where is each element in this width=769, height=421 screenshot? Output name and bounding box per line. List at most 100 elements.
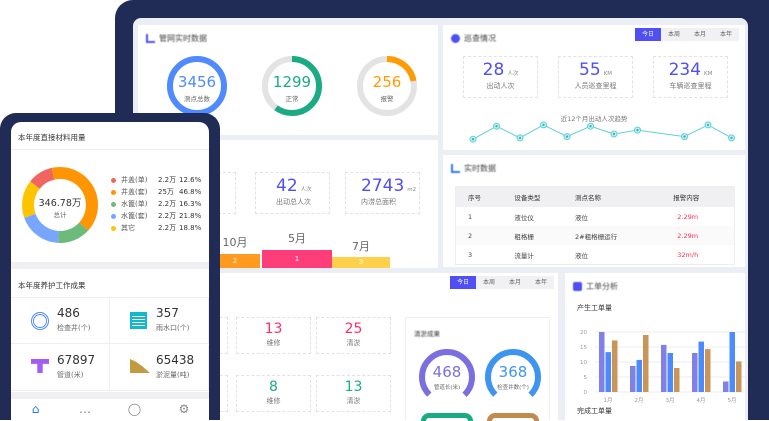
maint-cell[interactable]: 67897 管道(米) [11,345,110,391]
legend-item: 井盖(套) 25万 46.8% [111,186,201,198]
tab-1[interactable]: 本周 [476,276,502,289]
rank-bar: 2 [210,254,260,268]
x-tick-label: 3月 [666,397,675,404]
column-header: 测点名称 [575,187,674,207]
tab-3[interactable]: 本年 [528,276,554,289]
trend-line-chart [469,121,735,143]
maint-cell[interactable]: 357 雨水口(个) [110,298,209,344]
table-row[interactable]: 2 粗格栅 2#粗格栅运行 2.29m [456,226,734,245]
trend-point-core [518,136,522,140]
rank-month: 10月 [222,236,248,249]
user-icon[interactable]: ◯ [127,402,142,416]
gauge-label: 报警 [380,95,394,103]
gauge-value: 1299 [272,73,312,91]
tab-3[interactable]: 本年 [713,28,739,41]
stat-value-row: 2743 m2 [361,176,419,196]
stat-label: 出动人次 [486,82,515,90]
stat-label: 出动总人次 [276,198,311,206]
x-tick-label: 1月 [604,397,613,404]
patrol-stat: 234 KM 车辆巡查里程 [653,56,728,98]
trend-point-core [471,138,475,141]
maint-cell[interactable]: 65438 淤泥量(吨) [110,345,209,391]
table-row[interactable]: 3 流量计 液位 32m/h [456,245,734,264]
stat-unit: 人次 [300,187,312,193]
x-tick-label: 2月 [635,397,644,404]
dredge-result-card: 清淤成果 468 管道长(米) 368 检查井数(个) [405,317,550,421]
gauge-value: 256 [372,73,402,91]
chart-title: 产生工单量 [577,304,612,312]
legend-item: 水篦(套) 2.2万 21.8% [111,210,201,222]
trend-point-core [565,135,569,138]
stat-unit: 人次 [507,71,519,77]
legend-amount: 2.2万 [158,224,177,232]
rank-bar: 1 [262,250,332,268]
stat-value: 13 [264,321,283,337]
trend-point-core [495,125,498,128]
stat-value: 55 [579,60,601,80]
table-cell: 32m/h [677,250,699,259]
pipe-title: 管网实时数据 [159,34,207,43]
legend-dot [111,177,116,183]
patrol-stat: 28 人次出动人次 [463,56,538,98]
legend-pct: 18.8% [179,224,202,232]
section-gap [11,262,209,269]
column-header: 报警内容 [673,187,734,207]
table-row[interactable]: 1 液位仪 液位 2.29m [456,207,734,226]
cell-value: 486 [57,306,80,320]
stat-unit: KM [603,71,612,77]
legend-amount: 2.2万 [158,176,177,184]
maint-cell[interactable]: 486 检查井(个) [11,298,110,344]
realtime-panel: 实时数据 序号 设备类型 测点名称 报警内容 1 液位仪 液位 2.29m 2 粗格栅 2#粗格栅运… [443,155,745,267]
pie-icon [573,282,582,291]
tab-1[interactable]: 本周 [661,28,687,41]
stat-value-row: 28 人次 [464,60,537,80]
result-title: 清淤成果 [414,330,440,338]
gauge-value: 3456 [177,73,217,91]
cell-label: 管道(米) [57,371,84,379]
time-tabs: 今日 本周 本月 本年 [635,28,739,41]
bar [630,365,636,392]
tab-0[interactable]: 今日 [635,28,661,41]
trend-title: 近12个月出动人次趋势 [560,115,628,123]
dredge-stat: 2743 m2 内涝总面积 [345,172,420,214]
trend-point-core [636,128,639,132]
gauge-arc [419,349,475,405]
legend-name: 水篦(套) [121,212,148,220]
legend-pct: 21.8% [179,212,202,220]
y-tick-label: 5 [584,375,588,381]
donut-label: 总计 [53,211,67,219]
tab-2[interactable]: 本月 [687,28,713,41]
cell-value: 65438 [156,353,195,367]
stat-unit: KM [704,71,713,77]
stat-label: 清淤 [346,397,361,405]
stat-label: 内涝总面积 [361,198,396,206]
donut-slice [24,213,60,243]
tab-0[interactable]: 今日 [450,276,476,289]
stat-value-row: 55 KM [559,60,632,80]
trend-point-core [542,123,545,127]
table-cell: 2.29m [673,226,734,245]
dredge-stat: 42 人次出动总人次 [255,172,330,214]
home-icon[interactable]: ⌂ [31,402,40,416]
gauge-1: 1299 正常 [261,55,323,117]
stat-label: 车辆巡查里程 [669,82,712,90]
bar-chart-icon [146,34,155,43]
settings-icon[interactable]: ⚙ [178,402,190,416]
legend-name: 井盖(套) [121,188,148,196]
stat-value: 28 [482,60,505,80]
stat-label: 维修 [266,339,281,347]
cell-label: 淤泥量(吨) [156,371,190,379]
result-gauge-partial [487,413,539,421]
work-stat: 8 维修 [236,375,311,412]
tab-2[interactable]: 本月 [502,276,528,289]
alarm-table: 序号 设备类型 测点名称 报警内容 1 液位仪 液位 2.29m 2 粗格栅 2#粗格栅运行 2.29… [455,186,735,265]
legend-item: 其它 2.2万 18.8% [111,222,201,234]
message-icon[interactable]: … [79,402,91,416]
maint-title: 本年度养护工作成果 [18,281,86,290]
time-tabs: 今日 本周 本月 本年 [450,276,554,289]
stat-label: 人员巡查里程 [574,82,617,90]
section-gap [11,392,209,399]
stat-value: 13 [344,379,363,395]
stat-value: 42 [276,176,298,196]
trend-point-core [683,135,686,138]
